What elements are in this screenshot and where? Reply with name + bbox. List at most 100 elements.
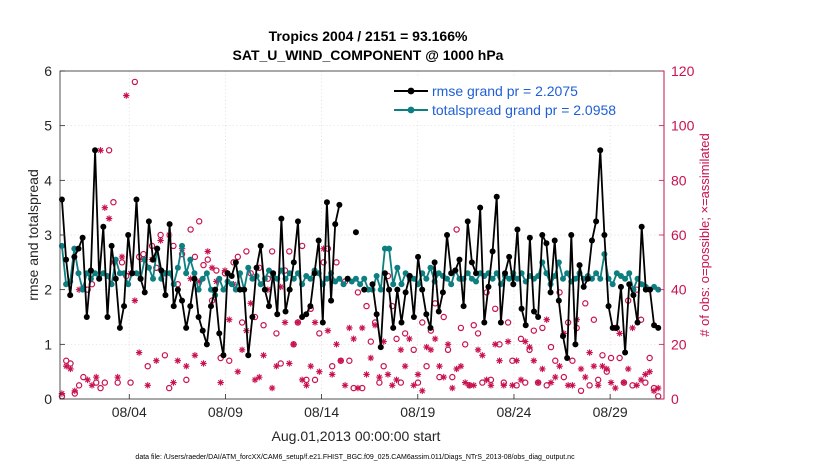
rmse-point xyxy=(286,286,293,293)
rmse-point xyxy=(133,196,140,203)
possible-obs-marker xyxy=(410,346,417,353)
assimilated-obs-marker xyxy=(483,376,490,384)
assimilated-obs-marker xyxy=(341,382,349,389)
assimilated-obs-marker xyxy=(328,371,336,378)
assimilated-obs-marker xyxy=(637,376,645,384)
totalspread-point xyxy=(377,286,384,293)
assimilated-obs-marker xyxy=(419,387,426,394)
assimilated-obs-marker xyxy=(303,382,310,389)
rmse-point xyxy=(336,201,343,208)
assimilated-obs-marker xyxy=(191,352,199,359)
rmse-point xyxy=(257,242,264,249)
assimilated-obs-marker xyxy=(479,352,486,359)
rmse-point xyxy=(166,221,173,228)
chart-title: Tropics 2004 / 2151 = 93.166% xyxy=(269,28,468,44)
rmse-point xyxy=(63,256,70,263)
assimilated-obs-marker xyxy=(316,368,323,375)
possible-obs-marker xyxy=(599,352,606,359)
totalspread-point xyxy=(75,270,82,277)
totalspread-point xyxy=(216,275,223,282)
assimilated-obs-marker xyxy=(251,376,259,384)
totalspread-point xyxy=(336,275,343,282)
rmse-point xyxy=(241,286,248,293)
rmse-point xyxy=(116,324,123,331)
assimilated-obs-marker xyxy=(513,357,520,364)
legend: rmse grand pr = 2.2075 totalspread grand… xyxy=(388,78,656,120)
rmse-point xyxy=(593,218,600,225)
rmse-point xyxy=(493,193,500,200)
assimilated-obs-marker xyxy=(183,363,190,370)
assimilated-obs-marker xyxy=(67,365,74,373)
possible-obs-marker xyxy=(577,387,585,394)
assimilated-obs-marker xyxy=(217,379,224,386)
rmse-point xyxy=(485,283,492,290)
assimilated-obs-marker xyxy=(449,384,456,392)
y-tick-label-left: 0 xyxy=(44,391,52,407)
possible-obs-marker xyxy=(363,302,370,310)
possible-obs-marker xyxy=(97,384,104,392)
rmse-point xyxy=(332,221,339,228)
rmse-point xyxy=(83,314,90,320)
rmse-point xyxy=(514,226,521,233)
rmse-point xyxy=(249,314,256,320)
rmse-point xyxy=(613,324,620,331)
assimilated-obs-marker xyxy=(264,286,272,293)
rmse-point xyxy=(290,259,297,266)
rmse-point xyxy=(236,286,243,293)
possible-obs-marker xyxy=(165,384,173,392)
possible-obs-marker xyxy=(522,379,529,386)
possible-obs-marker xyxy=(539,324,546,332)
rmse-point xyxy=(622,349,629,356)
y-tick-label-left: 5 xyxy=(44,118,52,134)
totalspread-point xyxy=(232,286,239,293)
possible-obs-marker xyxy=(582,300,589,307)
possible-obs-marker xyxy=(316,330,323,337)
rmse-point xyxy=(406,273,413,279)
rmse-point xyxy=(319,319,326,326)
totalspread-point xyxy=(195,286,202,293)
assimilated-obs-marker xyxy=(389,382,396,389)
assimilated-obs-marker xyxy=(114,373,121,381)
assimilated-obs-marker xyxy=(187,275,194,282)
y-tick-label-right: 80 xyxy=(671,172,687,188)
possible-obs-marker xyxy=(504,319,512,326)
assimilated-obs-marker xyxy=(170,379,177,386)
possible-obs-marker xyxy=(243,248,250,255)
totalspread-point xyxy=(145,264,152,271)
assimilated-obs-marker xyxy=(461,379,469,386)
assimilated-obs-marker xyxy=(273,363,280,370)
assimilated-obs-marker xyxy=(307,363,314,370)
assimilated-obs-marker xyxy=(324,327,332,334)
assimilated-obs-marker xyxy=(311,319,319,326)
totalspread-point xyxy=(257,281,264,288)
rmse-point xyxy=(199,327,206,334)
rmse-line xyxy=(61,149,659,359)
assimilated-obs-marker xyxy=(616,330,623,337)
rmse-point xyxy=(584,275,591,282)
possible-obs-marker xyxy=(196,218,203,225)
rmse-point xyxy=(601,232,608,238)
possible-obs-marker xyxy=(552,357,559,364)
assimilated-obs-marker xyxy=(371,322,379,329)
totalspread-point xyxy=(307,275,314,282)
assimilated-obs-marker xyxy=(367,354,375,362)
rmse-point xyxy=(460,303,467,310)
possible-obs-marker xyxy=(543,382,550,389)
assimilated-obs-marker xyxy=(453,365,460,373)
possible-obs-marker xyxy=(213,267,220,274)
y-axis-right-label: # of obs: o=possible; ×=assimilated xyxy=(697,133,712,336)
rmse-point xyxy=(530,308,537,315)
rmse-point xyxy=(361,286,368,293)
assimilated-obs-marker xyxy=(646,368,653,375)
totalspread-point xyxy=(373,273,380,279)
assimilated-obs-marker xyxy=(633,382,640,389)
totalspread-point xyxy=(514,275,521,282)
rmse-point xyxy=(232,259,239,266)
rmse-point xyxy=(626,281,633,288)
rmse-point xyxy=(170,303,177,310)
possible-obs-marker xyxy=(449,373,456,381)
rmse-point xyxy=(522,322,529,329)
assimilated-obs-marker xyxy=(71,387,78,394)
rmse-point xyxy=(75,245,82,252)
rmse-point xyxy=(634,319,641,326)
